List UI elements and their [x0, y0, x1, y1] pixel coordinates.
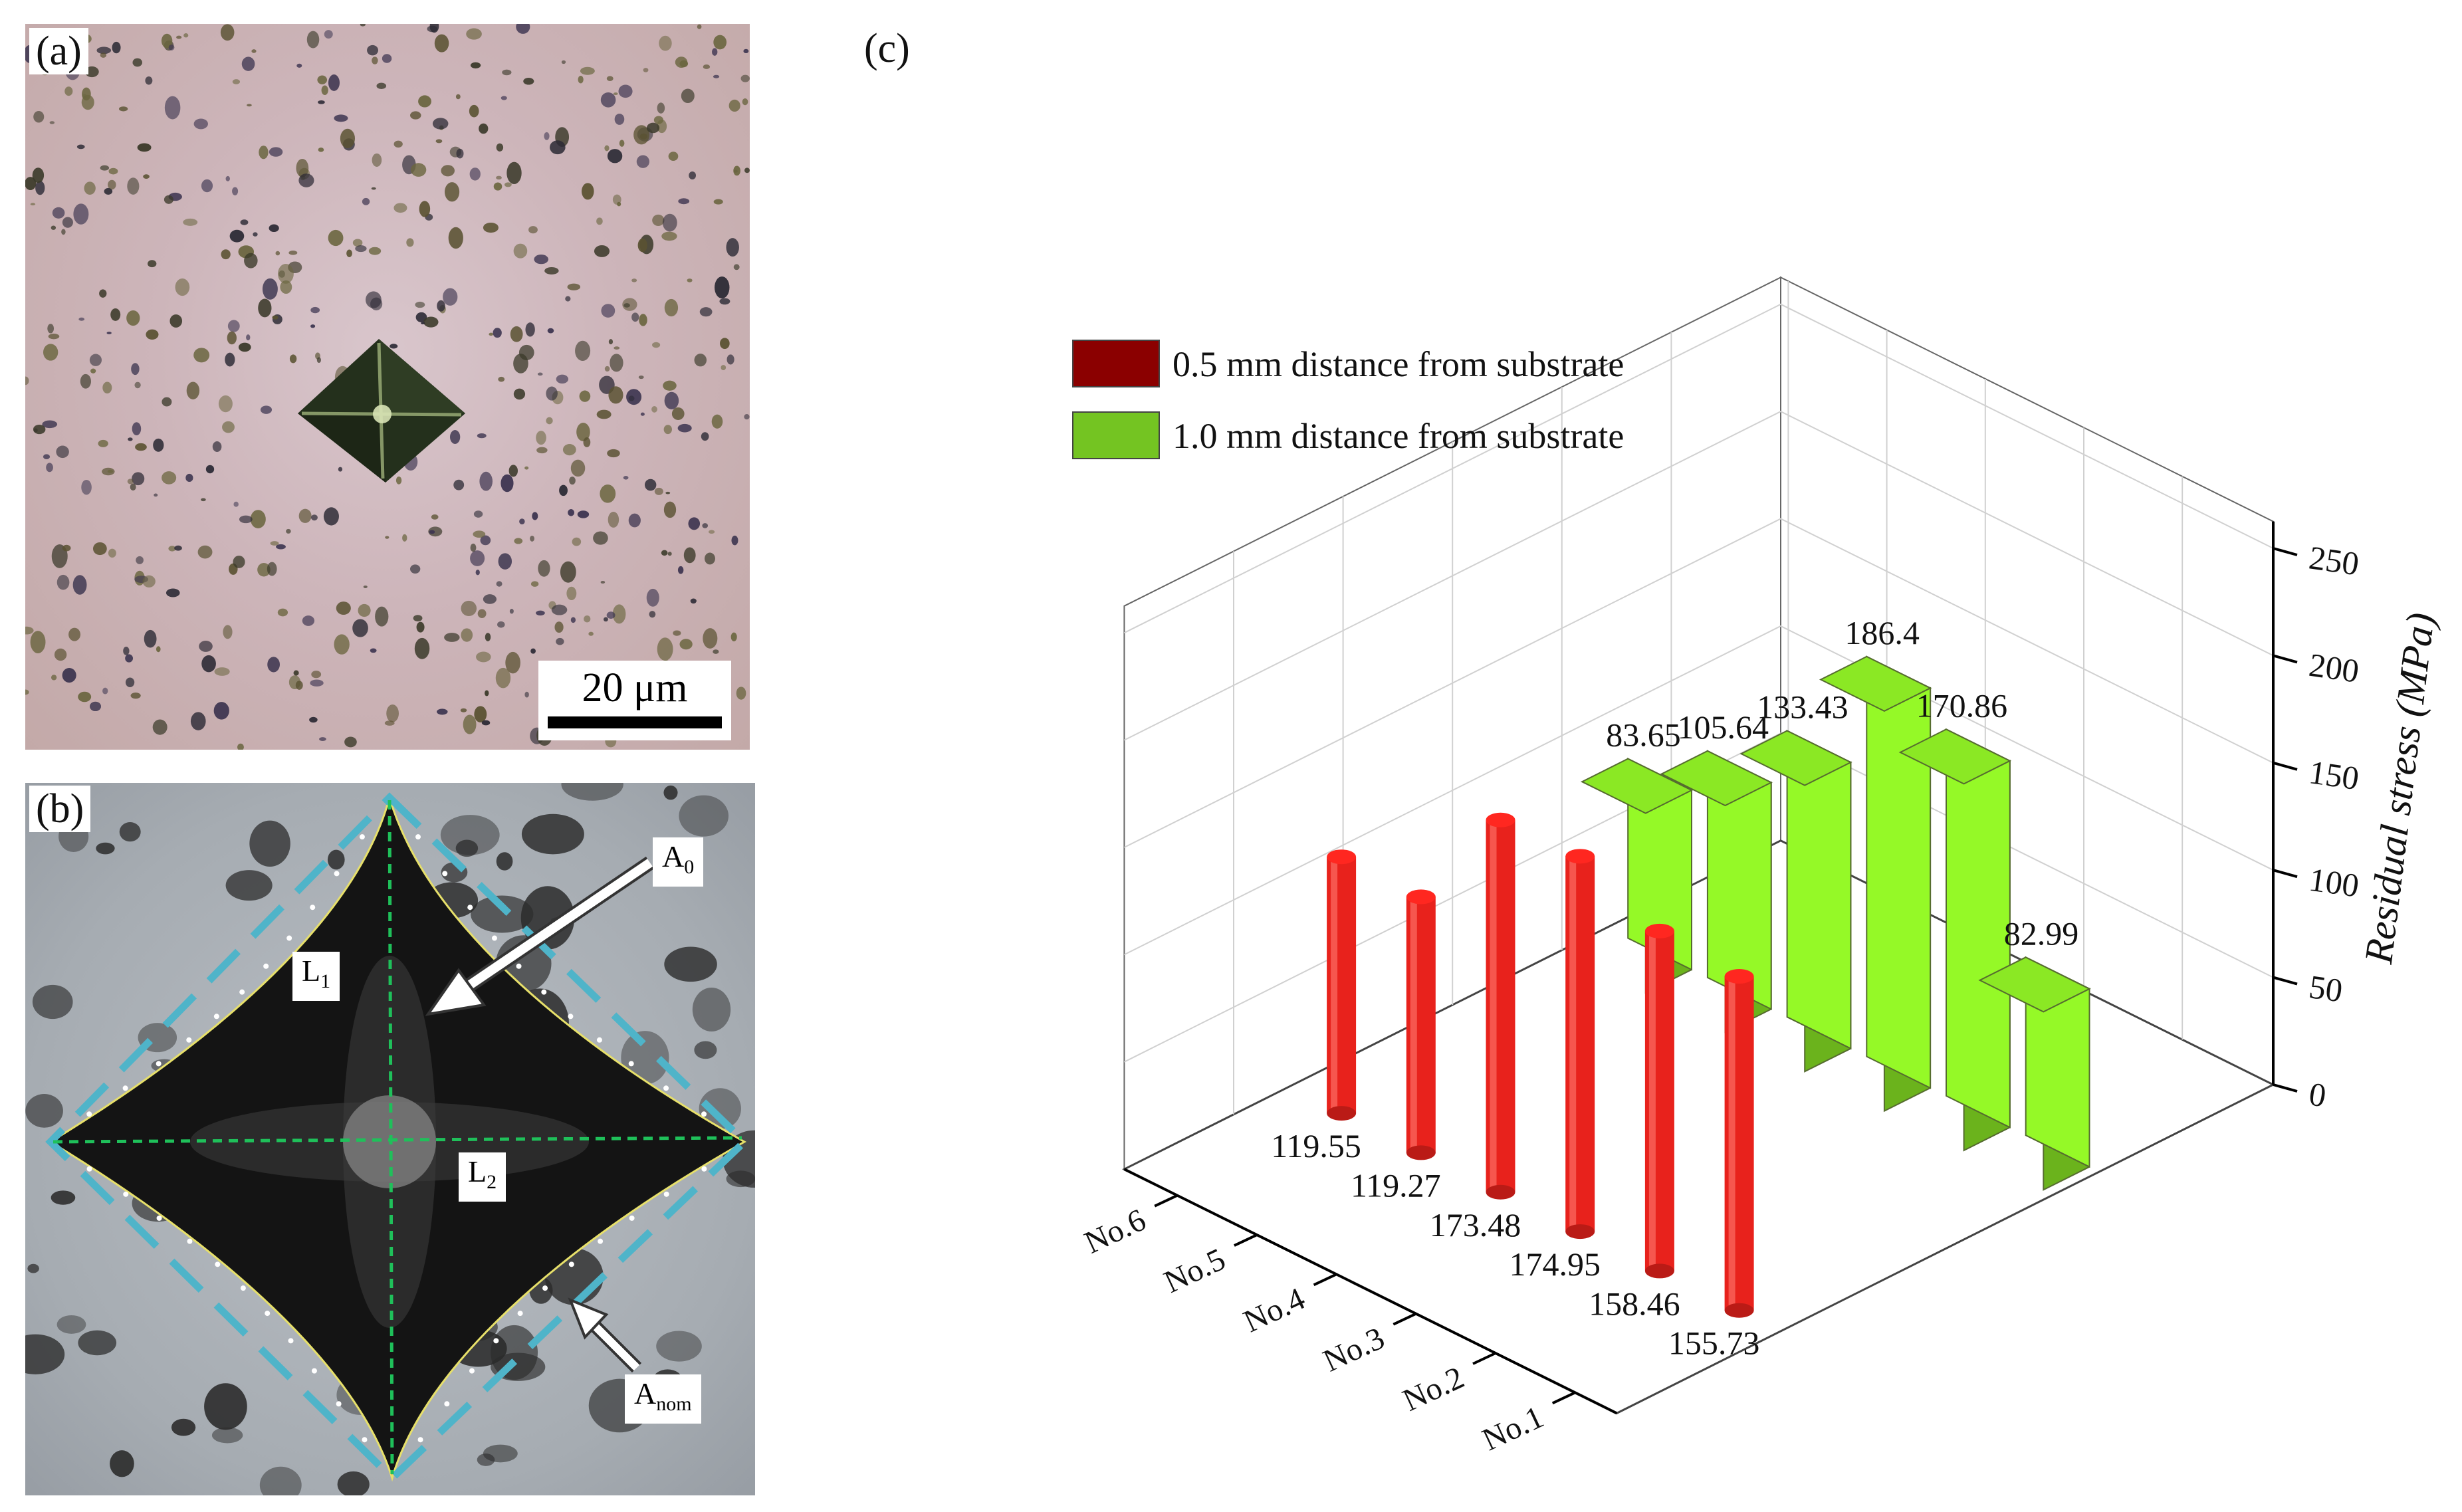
z-tick-label: 0: [2306, 1075, 2328, 1114]
bar-value-label: 83.65: [1606, 716, 1681, 754]
label-l1-text: L: [302, 954, 321, 988]
z-tick-label: 50: [2306, 968, 2344, 1009]
label-l2-text: L: [468, 1154, 487, 1188]
indent-a: [298, 339, 465, 483]
z-tick: [2273, 976, 2298, 986]
label-l2: L2: [459, 1152, 506, 1202]
bar-0.5mm-no2: [1644, 923, 1674, 1279]
legend-label: 0.5 mm distance from substrate: [1173, 344, 1624, 384]
x-tick-label: No.4: [1238, 1281, 1310, 1339]
bar-value-label: 119.27: [1351, 1166, 1441, 1204]
bar-value-label: 174.95: [1509, 1245, 1601, 1283]
arrow-anom: [568, 1297, 642, 1373]
legend-label: 1.0 mm distance from substrate: [1173, 416, 1624, 456]
gridline: [1123, 303, 2274, 634]
label-l1-sub: 1: [320, 970, 331, 993]
arrow-a0: [425, 856, 655, 1016]
bar-value-label: 158.46: [1589, 1285, 1680, 1322]
x-tick-label: No.1: [1477, 1399, 1549, 1458]
bar-value-label: 119.55: [1271, 1127, 1361, 1164]
label-a0-text: A: [662, 839, 685, 873]
z-tick: [2273, 654, 2298, 664]
bar-1.0mm-no2: [1898, 728, 2012, 1152]
x-tick: [1472, 1352, 1496, 1365]
bar-1.0mm-no6: [1580, 757, 1694, 994]
gridline: [1123, 518, 2274, 848]
label-anom-text: A: [634, 1376, 657, 1410]
bar-1.0mm-no3: [1819, 655, 1932, 1113]
indent-outline: [49, 794, 747, 1482]
floor: [1122, 839, 2276, 1415]
z-tick: [2273, 869, 2298, 879]
micrograph-b: A0 L1 L2 Anom: [25, 783, 755, 1495]
micrograph-a: 20 μm: [25, 24, 750, 750]
micrograph-a-texture: [25, 24, 750, 750]
z-tick: [2273, 1083, 2298, 1093]
bar-value-label: 173.48: [1430, 1206, 1521, 1243]
z-axis-title: Residual stress (MPa): [2356, 610, 2443, 966]
z-tick-label: 250: [2306, 538, 2361, 582]
gridline: [1123, 410, 2274, 741]
scale-bar-box: 20 μm: [538, 661, 731, 740]
bar-0.5mm-no3: [1565, 849, 1595, 1240]
panel-label-b: (b): [29, 786, 91, 832]
gridline: [1123, 732, 2274, 1063]
diagonal-l2: [53, 1136, 742, 1144]
label-l1: L1: [292, 952, 340, 1002]
nominal-area-square: [45, 792, 750, 1483]
x-tick: [1154, 1194, 1178, 1208]
bar-value-label: 105.64: [1677, 708, 1769, 746]
bar-value-label: 170.86: [1916, 687, 2008, 724]
panel-label-c: (c): [857, 25, 917, 72]
x-tick: [1393, 1312, 1417, 1326]
x-tick-label: No.3: [1318, 1321, 1390, 1379]
bar-0.5mm-no1: [1724, 969, 1754, 1318]
z-tick-label: 100: [2306, 861, 2361, 905]
bar-0.5mm-no5: [1406, 889, 1436, 1160]
bar-1.0mm-no1: [1978, 956, 2091, 1191]
x-tick-label: No.5: [1159, 1242, 1230, 1300]
diagonal-l1: [388, 800, 394, 1475]
scale-bar-label: 20 μm: [582, 665, 688, 710]
x-axis: [1123, 1168, 1618, 1415]
side-wall: [1780, 276, 2274, 1086]
bar-1.0mm-no5: [1660, 750, 1773, 1033]
bar-0.5mm-no6: [1327, 849, 1357, 1121]
bar-value-label: 155.73: [1668, 1325, 1760, 1362]
label-a0-sub: 0: [684, 856, 695, 879]
panel-label-a: (a): [29, 28, 88, 74]
label-anom: Anom: [625, 1374, 701, 1424]
z-tick-label: 200: [2306, 646, 2361, 690]
x-tick: [1313, 1273, 1337, 1287]
micrograph-b-drawing: [25, 783, 755, 1495]
label-l2-sub: 2: [487, 1171, 497, 1194]
bar-1.0mm-no4: [1739, 729, 1852, 1073]
label-a0: A0: [653, 837, 704, 887]
legend-swatch: [1072, 411, 1160, 459]
x-tick: [1234, 1234, 1258, 1247]
z-tick: [2273, 547, 2298, 556]
scale-bar: [548, 716, 722, 728]
gridline: [1123, 625, 2274, 956]
bar-value-label: 186.4: [1845, 614, 1920, 651]
x-tick: [1551, 1391, 1576, 1405]
z-tick-label: 150: [2306, 753, 2361, 797]
legend-swatch: [1072, 340, 1160, 387]
back-wall: [1123, 276, 1781, 1170]
x-tick-label: No.2: [1397, 1360, 1469, 1418]
label-anom-sub: nom: [656, 1393, 692, 1416]
bar-value-label: 82.99: [2004, 915, 2079, 952]
bar-0.5mm-no4: [1486, 812, 1515, 1200]
bar-value-label: 133.43: [1757, 689, 1848, 726]
outline-points: [86, 834, 707, 1443]
x-tick-label: No.6: [1079, 1202, 1151, 1261]
z-tick: [2273, 761, 2298, 771]
